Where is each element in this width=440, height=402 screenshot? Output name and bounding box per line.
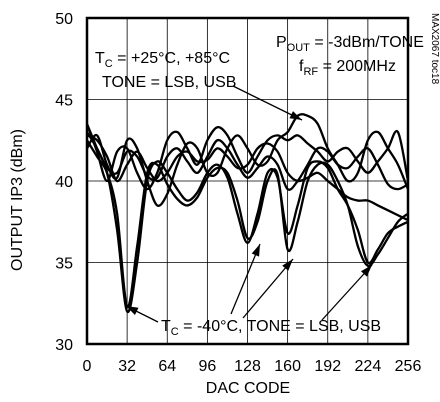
- test-conditions: POUT = -3dBm/TONE fRF = 200MHz: [276, 34, 424, 78]
- y-tick-label: 30: [55, 337, 73, 354]
- plot-frame: [85, 16, 410, 346]
- annotation-warm-temps: TC = +25°C, +85°C TONE = LSB, USB: [95, 50, 236, 91]
- annotation-arrow-line: [321, 264, 373, 321]
- annotation-cold-temp: TC = -40°C, TONE = LSB, USB: [161, 318, 381, 338]
- annotation-arrowhead: [251, 244, 260, 257]
- annotation-arrows: [125, 85, 373, 323]
- y-axis-label: OUTPUT IP3 (dBm): [9, 129, 26, 271]
- x-axis-label: DAC CODE: [206, 380, 290, 397]
- series-line-2: [86, 139, 409, 308]
- x-tick-label: 192: [314, 358, 341, 375]
- series-line-1: [85, 123, 409, 313]
- x-tick-label: 128: [234, 358, 261, 375]
- annotation-cold-line1: TC = -40°C, TONE = LSB, USB: [161, 318, 381, 338]
- annotation-arrowhead: [289, 111, 302, 120]
- annotation-warm-line1: TC = +25°C, +85°C: [95, 50, 230, 70]
- annotation-arrow-line: [242, 258, 294, 319]
- x-tick-label: 160: [274, 358, 301, 375]
- figure-id: MAX2067 toc18: [429, 13, 440, 85]
- series-group: [85, 113, 410, 313]
- y-tick-label: 45: [55, 93, 73, 110]
- x-tick-label: 224: [355, 358, 382, 375]
- series-line-6: [86, 131, 409, 191]
- series-line-5: [86, 134, 409, 222]
- y-tick-label: 50: [55, 11, 73, 28]
- pout-condition: POUT = -3dBm/TONE: [276, 34, 424, 54]
- x-tick-label: 256: [395, 358, 422, 375]
- series-line-4: [85, 123, 410, 191]
- annotation-warm-line2: TONE = LSB, USB: [102, 74, 236, 91]
- x-tick-label: 64: [158, 358, 176, 375]
- x-tick-label: 32: [118, 358, 136, 375]
- x-tick-label: 96: [198, 358, 216, 375]
- x-tick-label: 0: [83, 358, 92, 375]
- annotation-arrowhead: [360, 265, 372, 277]
- annotation-arrowhead: [282, 259, 293, 271]
- annotation-arrow-line: [232, 85, 303, 121]
- y-tick-label: 40: [55, 174, 73, 191]
- annotation-arrow-line: [230, 243, 261, 315]
- annotation-arrowhead: [126, 306, 139, 315]
- y-tick-label: 35: [55, 256, 73, 273]
- tick-labels: 0 32 64 96 128 160 192 224 256 30 35 40 45 50: [55, 11, 421, 375]
- frf-condition: fRF = 200MHz: [299, 58, 396, 78]
